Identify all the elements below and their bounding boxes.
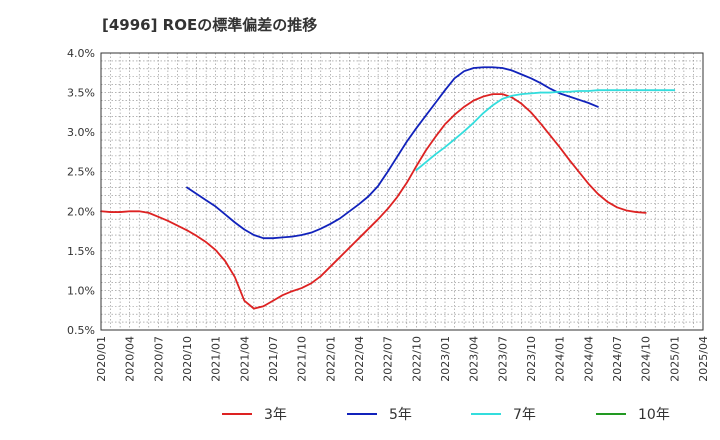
legend-item-3[interactable]: 7年 xyxy=(471,407,536,423)
legend-label: 10年 xyxy=(638,407,670,423)
legend-label: 3年 xyxy=(264,407,287,423)
y-tick-label: 2.5% xyxy=(67,166,95,179)
x-tick-label: 2024/01 xyxy=(554,336,567,382)
legend-item-2[interactable]: 5年 xyxy=(347,407,412,423)
x-tick-label: 2023/04 xyxy=(468,336,481,382)
legend[interactable]: 3年 5年 7年 10年 xyxy=(222,407,670,423)
x-tick-label: 2023/10 xyxy=(525,336,538,382)
x-tick-label: 2020/01 xyxy=(95,336,108,382)
x-tick-label: 2025/01 xyxy=(668,336,681,382)
x-tick-label: 2020/10 xyxy=(181,336,194,382)
x-tick-label: 2021/07 xyxy=(267,336,280,382)
x-tick-label: 2020/04 xyxy=(124,336,137,382)
y-tick-label: 4.0% xyxy=(67,47,95,60)
x-tick-label: 2023/01 xyxy=(439,336,452,382)
y-tick-label: 3.5% xyxy=(67,87,95,100)
x-tick-label: 2021/10 xyxy=(296,336,309,382)
plot-border xyxy=(100,52,704,331)
legend-label: 7年 xyxy=(513,407,536,423)
legend-item-1[interactable]: 3年 xyxy=(222,407,287,423)
legend-item-4[interactable]: 10年 xyxy=(596,407,670,423)
series-layer xyxy=(100,66,676,310)
x-tick-label: 2022/01 xyxy=(324,336,337,382)
legend-label: 5年 xyxy=(389,407,412,423)
y-tick-label: 2.0% xyxy=(67,205,95,218)
y-tick-label: 3.0% xyxy=(67,126,95,139)
grid-layer xyxy=(101,53,703,330)
series-line-2 xyxy=(186,66,599,240)
x-tick-label: 2025/04 xyxy=(697,336,710,382)
x-axis-ticks: 2020/01 2020/04 2020/07 2020/10 2021/01 2021/… xyxy=(95,336,710,382)
x-tick-label: 2022/04 xyxy=(353,336,366,382)
x-tick-label: 2024/07 xyxy=(611,336,624,382)
chart-title: [4996] ROEの標準偏差の推移 xyxy=(102,16,317,34)
x-tick-label: 2021/01 xyxy=(210,336,223,382)
x-tick-label: 2020/07 xyxy=(152,336,165,382)
y-tick-label: 1.5% xyxy=(67,245,95,258)
series-line-1 xyxy=(100,93,647,310)
y-axis-ticks: 0.5% 1.0% 1.5% 2.0% 2.5% 3.0% 3.5% 4.0% xyxy=(67,47,95,337)
x-tick-label: 2022/07 xyxy=(382,336,395,382)
x-tick-label: 2024/04 xyxy=(582,336,595,382)
x-tick-label: 2023/07 xyxy=(496,336,509,382)
y-tick-label: 0.5% xyxy=(67,324,95,337)
series-line-3 xyxy=(415,89,676,172)
x-tick-label: 2024/10 xyxy=(640,336,653,382)
x-tick-label: 2022/10 xyxy=(410,336,423,382)
x-tick-label: 2021/04 xyxy=(238,336,251,382)
y-tick-label: 1.0% xyxy=(67,284,95,297)
